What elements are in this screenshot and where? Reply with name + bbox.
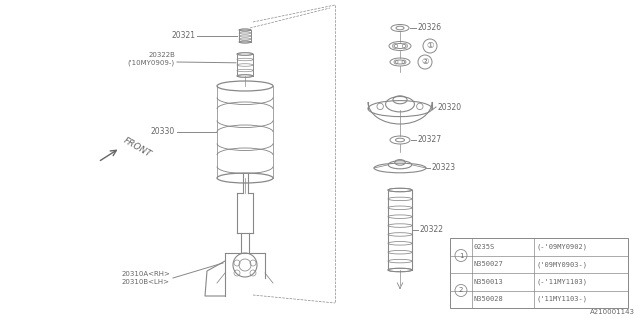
Text: ('11MY1103-): ('11MY1103-) [536, 296, 587, 302]
Text: 20321: 20321 [171, 31, 195, 41]
Text: 20327: 20327 [418, 135, 442, 145]
Text: 20330: 20330 [151, 127, 175, 137]
Text: 20310A<RH>
20310B<LH>: 20310A<RH> 20310B<LH> [121, 271, 170, 285]
Bar [450, 238, 628, 308]
Text: N350013: N350013 [474, 279, 504, 285]
Text: FRONT: FRONT [122, 136, 153, 160]
Text: 20322: 20322 [420, 226, 444, 235]
Text: A210001143: A210001143 [590, 309, 635, 315]
Text: 20322B
('10MY0909-): 20322B ('10MY0909-) [128, 52, 175, 66]
Text: 0235S: 0235S [474, 244, 495, 250]
Text: 20326: 20326 [418, 23, 442, 33]
Text: ('09MY0903-): ('09MY0903-) [536, 261, 587, 268]
Text: (-'11MY1103): (-'11MY1103) [536, 278, 587, 285]
Text: N350027: N350027 [474, 261, 504, 267]
Text: (-'09MY0902): (-'09MY0902) [536, 244, 587, 250]
Text: 20320: 20320 [438, 102, 462, 111]
Text: N350028: N350028 [474, 296, 504, 302]
Text: 20323: 20323 [432, 164, 456, 172]
Text: 2: 2 [459, 287, 463, 293]
Text: 1: 1 [459, 252, 463, 259]
Text: ①: ① [426, 42, 434, 51]
Text: ②: ② [421, 58, 429, 67]
